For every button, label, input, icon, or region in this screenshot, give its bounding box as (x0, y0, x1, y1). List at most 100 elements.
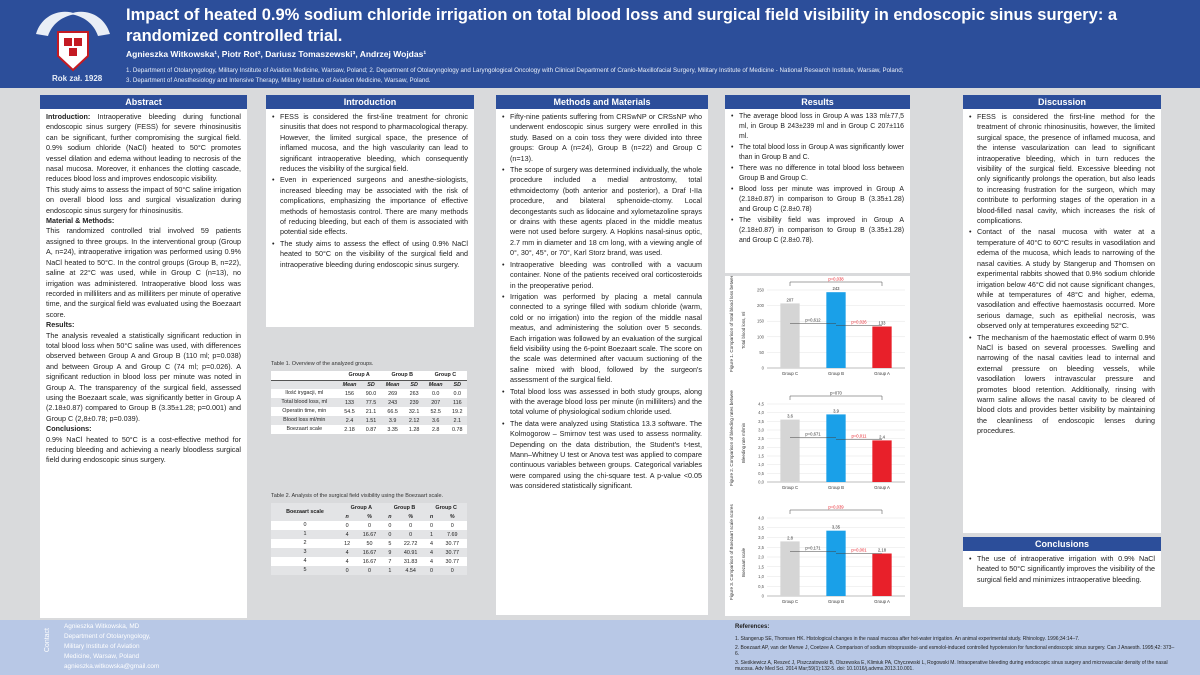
table1-cell: 2.12 (408, 417, 420, 424)
bar-value-label: 3,9 (833, 408, 839, 413)
figure-1-chart: Figure 1. Comparison of total blood loss… (729, 276, 905, 376)
table2-cell: 4 (345, 558, 349, 565)
y-tick-label: 4,5 (758, 402, 764, 407)
y-tick-label: 0 (762, 366, 765, 371)
table2-cell: 31.83 (403, 558, 418, 565)
bar (780, 419, 800, 482)
table2-title: Table 2. Analysis of the surgical field … (271, 493, 444, 499)
contact-email[interactable]: agnieszka.witkowska@gmail.com (64, 663, 160, 670)
results-bullet: The total blood loss in Group A was sign… (731, 143, 904, 163)
table2-cell: 0 (450, 567, 454, 574)
table1-cell: 2.4 (345, 417, 354, 424)
bar (872, 553, 892, 596)
table1-cell: 0.0 (431, 390, 440, 397)
table2-cell: 16.67 (362, 531, 377, 538)
table2-cell: 12 (344, 540, 351, 547)
logo-wing-right (70, 11, 110, 36)
table2-cell: 9 (388, 549, 392, 556)
abstract-aim-text: This study aims to assess the impact of … (46, 184, 241, 215)
y-tick-label: 1,5 (758, 564, 764, 569)
table1-subheader: Mean (342, 381, 357, 388)
table2-row-label: 5 (303, 567, 307, 573)
table2-row: 0 0 0 0 0 0 0 (271, 521, 467, 530)
table1-cell: 207 (431, 399, 441, 406)
x-tick-label: Group A (874, 599, 890, 604)
contact-info: Agnieszka Witkowska, MD Department of Ot… (64, 622, 159, 672)
table1-row-label: Blood loss ml/min (283, 417, 326, 423)
table1-cell: 0.87 (365, 426, 377, 433)
bar (826, 292, 846, 368)
significance-bracket (789, 395, 883, 400)
table2-cell: 16.67 (362, 549, 377, 556)
methods-heading: Methods and Materials (496, 95, 708, 109)
y-tick-label: 2,5 (758, 436, 764, 441)
bar-value-label: 2,4 (879, 434, 885, 439)
table1-cell: 3.9 (388, 417, 397, 424)
table1: Group A Group B Group C Mean SD Mean SD Mean… (271, 371, 467, 434)
results-bullet: Blood loss per minute was improved in Gr… (731, 185, 904, 215)
abstract-intro-label: Introduction: (46, 112, 91, 121)
table2-cell: 7 (388, 558, 392, 565)
references: References: 1. Stangerup SE, Thomsen HK.… (735, 624, 1175, 672)
y-tick-label: 1,5 (758, 454, 764, 459)
reference-item: 1. Stangerup SE, Thomsen HK. Histologica… (735, 636, 1080, 643)
abstract-conclusions-text: 0.9% NaCl heated to 50°C is a cost-effec… (46, 434, 241, 465)
table1-row-label: Boezaart scale (286, 426, 323, 432)
table1-subheader: SD (410, 381, 418, 388)
table1-cell: 77.5 (365, 399, 377, 406)
table2-cell: 4 (429, 558, 433, 565)
abstract-section: Abstract Introduction: Intraoperative bl… (40, 95, 247, 618)
table1-group: Group B (380, 371, 424, 381)
bar-value-label: 3,35 (832, 525, 841, 530)
methods-section: Methods and Materials Fifty-nine patient… (496, 95, 708, 615)
reference-item: 2. Boezaart AP, van der Merwe J, Coetzee… (735, 644, 1175, 658)
discussion-bullet: Contact of the nasal mucosa with water a… (969, 227, 1155, 331)
x-tick-label: Group C (782, 599, 798, 604)
table2-cell: 4 (429, 549, 433, 556)
results-bullet: The average blood loss in Group A was 13… (731, 112, 904, 142)
table2-row-label: 1 (303, 531, 307, 537)
table2-subheader: n (429, 513, 434, 520)
bar (780, 541, 800, 596)
abstract-results-label: Results: (46, 320, 75, 330)
table1-cell: 1.28 (408, 426, 420, 433)
table2-corner: Boezaart scale (286, 509, 324, 515)
table2-cell: 5 (388, 540, 392, 547)
x-tick-label: Group C (782, 371, 798, 376)
table1-row-label: Operatin time, min (282, 408, 327, 414)
table1-group: Group A (337, 371, 381, 381)
reference-item: 3. Sieśkiewicz A, Reszeć J, Piszczatowsk… (735, 659, 1168, 673)
methods-bullet: Intraoperative bleeding was controlled w… (502, 260, 702, 291)
table2-cell: 0 (345, 522, 349, 529)
p-value-label: p=0,612 (805, 318, 821, 323)
logo-check-3 (69, 48, 77, 56)
table2-cell: 4 (345, 531, 349, 538)
table1-cell: 90.0 (365, 390, 377, 397)
table1-subheader: Mean (385, 381, 400, 388)
table2-group: Group B (393, 504, 416, 511)
table2-cell: 0 (429, 522, 433, 529)
table2-row: 2 12 50 5 22.72 4 30.77 (271, 539, 467, 548)
table2-subheader: % (449, 513, 455, 520)
table1-cell: 156 (344, 390, 354, 397)
conclusions-section: Conclusions The use of intraoperative ir… (963, 537, 1161, 607)
table1-title: Table 1. Overview of the analyzed groups… (271, 361, 374, 367)
table2-cell: 0 (429, 567, 433, 574)
table1-row: Total blood loss, ml 133 77.5 243 239 207 116 (271, 398, 467, 407)
bar-value-label: 243 (833, 286, 841, 291)
x-tick-label: Group C (782, 485, 798, 490)
discussion-section: Discussion FESS is considered the first-… (963, 95, 1161, 533)
results-figures: Figure 1. Comparison of total blood loss… (725, 276, 910, 616)
table1-cell: 21.1 (365, 408, 377, 415)
table1-cell: 263 (409, 390, 419, 397)
y-tick-label: 2,0 (758, 555, 764, 560)
p-value-label: p=0,038 (828, 277, 844, 282)
table2-cell: 0 (345, 567, 349, 574)
table1-cell: 2.18 (344, 426, 355, 433)
logo-check-1 (64, 38, 72, 46)
y-tick-label: 0,5 (758, 584, 764, 589)
bar-value-label: 207 (787, 297, 795, 302)
bar-value-label: 2,18 (878, 547, 887, 552)
methods-bullet: The scope of surgery was determined indi… (502, 165, 702, 259)
institute-logo (36, 11, 110, 72)
